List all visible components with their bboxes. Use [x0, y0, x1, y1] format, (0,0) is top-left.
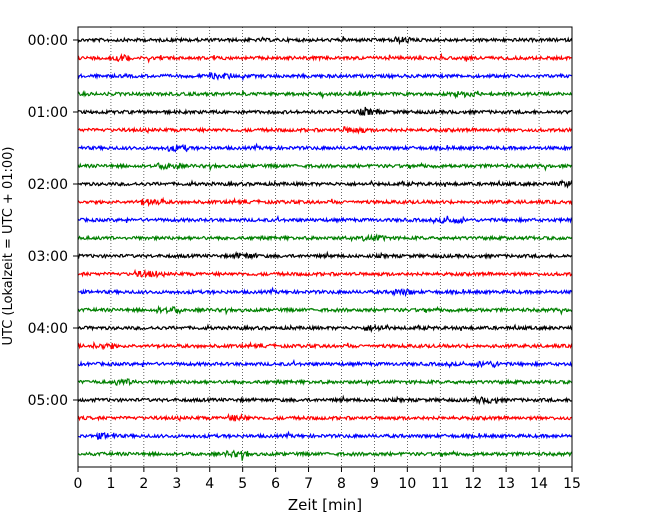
- y-tick-label: 01:00: [28, 105, 68, 121]
- y-tick-label: 03:00: [28, 249, 68, 265]
- trace-0000: [77, 35, 573, 46]
- x-tick-label: 1: [106, 476, 115, 492]
- x-axis-ticks: 0 1 2 3 4 5 6 7 8 9 10 11 12 13 14 15: [74, 467, 581, 492]
- trace-0100: [77, 106, 573, 117]
- trace-0215: [77, 196, 573, 208]
- trace-0145: [77, 161, 573, 172]
- trace-0400: [77, 323, 573, 334]
- trace-0230: [77, 214, 573, 225]
- trace-0200: [77, 179, 573, 189]
- trace-0430: [77, 358, 573, 369]
- trace-0415: [77, 340, 573, 351]
- y-axis-label: UTC (Lokalzeit = UTC + 01:00): [1, 147, 16, 346]
- x-tick-label: 8: [337, 476, 346, 492]
- trace-0330: [77, 286, 573, 298]
- x-tick-label: 11: [431, 476, 449, 492]
- trace-0345: [77, 304, 573, 316]
- trace-0315: [77, 268, 573, 279]
- trace-0045: [77, 90, 573, 100]
- trace-0245: [77, 233, 573, 243]
- x-axis-label: Zeit [min]: [288, 496, 362, 514]
- trace-0115: [77, 125, 573, 135]
- x-tick-label: 5: [238, 476, 247, 492]
- x-tick-label: 3: [172, 476, 181, 492]
- trace-0545: [77, 449, 573, 461]
- x-tick-label: 7: [304, 476, 313, 492]
- grid-lines: [110, 27, 540, 467]
- y-tick-label: 04:00: [28, 321, 68, 337]
- trace-0030: [77, 71, 573, 82]
- x-tick-label: 13: [497, 476, 515, 492]
- x-tick-label: 6: [271, 476, 280, 492]
- plot-frame: [77, 26, 573, 468]
- y-tick-label: 00:00: [28, 33, 68, 49]
- y-tick-label: 05:00: [28, 393, 68, 409]
- x-tick-label: 14: [530, 476, 548, 492]
- y-axis-ticks: 00:00 01:00 02:00 03:00 04:00 05:00: [28, 33, 78, 409]
- trace-0300: [77, 250, 573, 261]
- y-tick-label: 02:00: [28, 177, 68, 193]
- seismic-traces: [77, 35, 573, 461]
- trace-0530: [77, 430, 573, 441]
- x-tick-label: 10: [398, 476, 416, 492]
- x-tick-label: 4: [205, 476, 214, 492]
- x-tick-label: 9: [370, 476, 379, 492]
- x-tick-label: 2: [139, 476, 148, 492]
- trace-0130: [77, 142, 573, 153]
- x-tick-label: 15: [563, 476, 581, 492]
- x-tick-label: 0: [74, 476, 83, 492]
- trace-0015: [77, 52, 573, 64]
- x-tick-label: 12: [464, 476, 482, 492]
- trace-0515: [77, 412, 573, 423]
- trace-0445: [77, 378, 573, 387]
- trace-0500: [77, 394, 573, 406]
